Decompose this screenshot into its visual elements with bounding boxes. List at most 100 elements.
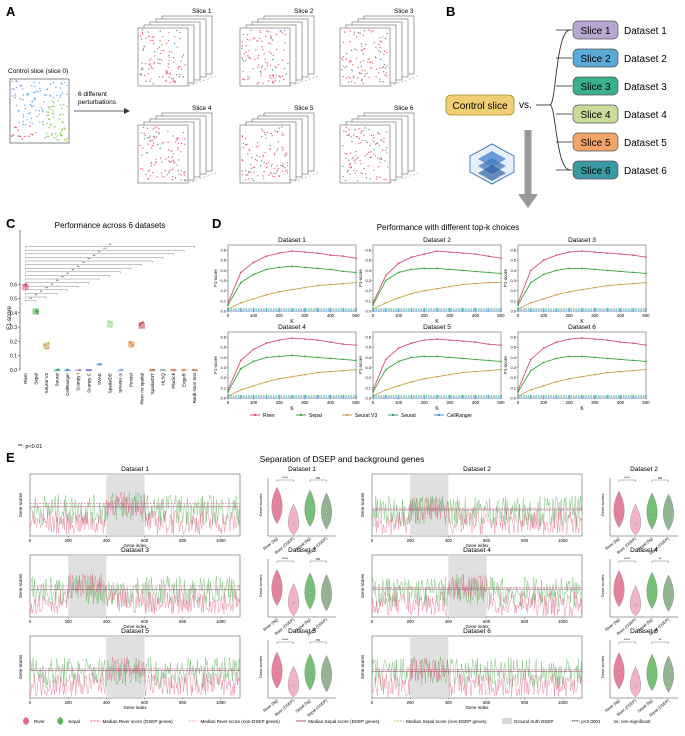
slice-dot xyxy=(359,61,362,63)
d-point xyxy=(303,286,306,289)
d-point xyxy=(632,310,635,312)
slice-dot xyxy=(155,158,157,161)
c-xtick-label-11: River no spatial xyxy=(139,373,144,405)
slice-dot xyxy=(261,65,264,68)
d-point xyxy=(342,310,345,312)
slice-dot xyxy=(278,127,280,129)
e-subplot-title-6: Dataset 6 xyxy=(463,628,491,635)
slice-dot xyxy=(250,29,252,31)
slice-dot xyxy=(176,46,179,48)
slice-dot xyxy=(270,52,272,55)
cell-dot xyxy=(22,98,24,101)
d-point xyxy=(487,397,490,399)
c-ytick-label: 0.1 xyxy=(10,354,17,360)
cell-dot xyxy=(11,80,13,83)
d-xtick-label: 400 xyxy=(327,313,335,318)
d-point xyxy=(542,395,545,397)
d-point xyxy=(397,395,400,397)
e-xtick-label: 1000 xyxy=(558,619,568,624)
cell-dot xyxy=(30,104,32,107)
cell-dot xyxy=(66,93,68,95)
slice-dot xyxy=(286,162,289,164)
d-point xyxy=(619,358,622,361)
e-violin-ylabel: Gene scores xyxy=(258,494,263,517)
cell-dot xyxy=(59,94,62,96)
slice-dot xyxy=(174,42,176,45)
e-violin-median xyxy=(275,505,279,508)
slice-dot xyxy=(379,58,382,61)
cell-dot xyxy=(48,108,51,110)
c-point xyxy=(132,344,134,346)
e-violin-median xyxy=(667,674,670,677)
slice-dot xyxy=(357,136,359,138)
panel-d-legend: River Sepal Seurat V3 Seurat CellRanger xyxy=(250,413,472,419)
e-violin-median xyxy=(650,511,654,514)
slice-dot xyxy=(379,37,381,39)
slice-dot xyxy=(157,58,159,60)
e-legend-swatch-0 xyxy=(23,717,29,725)
d-legend-label-3: Seurat xyxy=(401,413,416,419)
slice-dot xyxy=(241,45,243,47)
cell-dot xyxy=(35,109,37,111)
slice-dot xyxy=(168,54,170,56)
d-xtick-label: 0 xyxy=(227,313,230,318)
slice-dot xyxy=(264,151,266,154)
cell-dot xyxy=(38,82,41,84)
slice-dot xyxy=(342,175,345,178)
slice-dot xyxy=(264,68,266,70)
slice-dot xyxy=(360,130,362,133)
slice-dot xyxy=(150,78,152,80)
cell-dot xyxy=(18,111,20,113)
d-point xyxy=(474,358,477,361)
cell-dot xyxy=(22,94,25,97)
slice-dot xyxy=(379,161,381,163)
d-point xyxy=(355,397,357,399)
slice-dot xyxy=(250,164,252,166)
d-ytick-label: 0.4 xyxy=(220,355,226,360)
slice-dot xyxy=(275,34,278,36)
cell-dot xyxy=(42,110,44,113)
slice-dot xyxy=(354,48,356,50)
d-point xyxy=(474,282,477,285)
d-point xyxy=(316,339,319,341)
d-xtick-label: 400 xyxy=(617,400,625,405)
slice-dot xyxy=(175,141,177,143)
slice-dot xyxy=(285,152,287,154)
d-ytick-label: 0.6 xyxy=(510,335,516,340)
e-xtick-label: 600 xyxy=(483,538,491,543)
panel-d-subplots: Dataset 10 100 200 300 400 5000.00.10.20.30.4… xyxy=(213,237,650,412)
slice-dot xyxy=(256,83,259,85)
slice-dot xyxy=(354,172,356,174)
slice-dot xyxy=(180,170,182,172)
d-point xyxy=(606,269,609,272)
slice-dot xyxy=(147,73,150,75)
d-point xyxy=(227,391,229,393)
slice-dot xyxy=(252,68,254,70)
slice-dot xyxy=(360,79,363,82)
d-point xyxy=(529,389,532,391)
e-xtick-label: 200 xyxy=(65,538,73,543)
cell-dot xyxy=(31,133,34,136)
control-slice-dots xyxy=(11,80,68,142)
slice-dot xyxy=(179,38,181,40)
slice-dot xyxy=(172,135,174,137)
e-xlabel: Gene index xyxy=(465,543,489,548)
slice-dot xyxy=(275,74,277,76)
slice-dot xyxy=(257,57,259,59)
slice-dot xyxy=(273,167,276,169)
slice-dot xyxy=(145,80,147,82)
d-ytick-label: 0.5 xyxy=(365,258,371,263)
d-subplot-title-3: Dataset 3 xyxy=(568,237,596,244)
slice-dot xyxy=(250,167,253,170)
cell-dot xyxy=(49,83,52,85)
d-point xyxy=(423,377,426,380)
slice-dot xyxy=(176,164,178,166)
d-point xyxy=(500,308,502,310)
d-point xyxy=(239,281,242,284)
d-point xyxy=(397,296,400,299)
slice-dot xyxy=(159,30,161,32)
slice-dot xyxy=(352,63,354,66)
d-point xyxy=(517,310,519,312)
d-legend-marker-2 xyxy=(345,413,349,417)
slice-dot xyxy=(184,138,186,140)
